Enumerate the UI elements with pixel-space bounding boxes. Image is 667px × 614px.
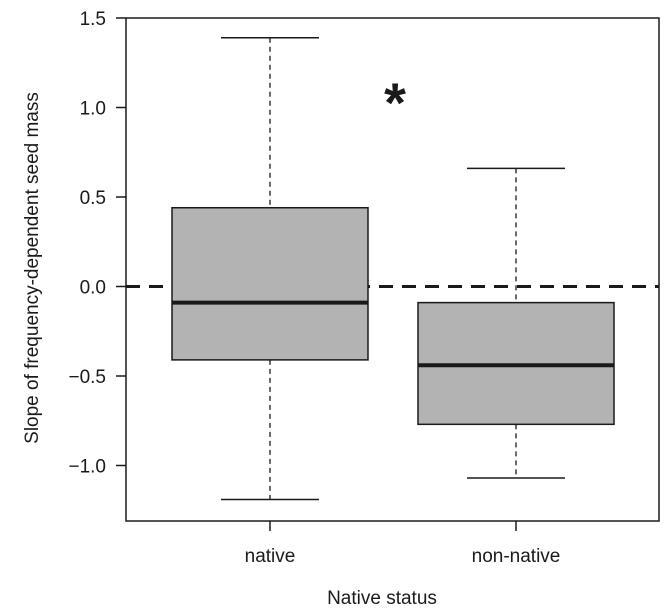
y-tick-label: 1.0	[80, 99, 106, 120]
significance-asterisk: *	[384, 71, 406, 134]
box-native	[171, 206, 369, 361]
y-tick-label: −0.5	[68, 367, 106, 388]
x-tick-label: native	[245, 546, 296, 567]
plot-frame	[125, 17, 660, 522]
y-tick-label: 0.5	[80, 188, 106, 209]
x-tick-label: non-native	[472, 546, 561, 567]
y-axis-title: Slope of frequency-dependent seed mass	[22, 92, 43, 444]
plot-layer: −1.0 −0.5 0.0 0.5 1.0 1.5 native non-native	[68, 9, 660, 567]
y-tick-label: 0.0	[80, 278, 106, 299]
y-tick-label: −1.0	[68, 457, 106, 478]
x-axis-title: Native status	[327, 588, 437, 609]
y-tick-label: 1.5	[80, 9, 106, 30]
